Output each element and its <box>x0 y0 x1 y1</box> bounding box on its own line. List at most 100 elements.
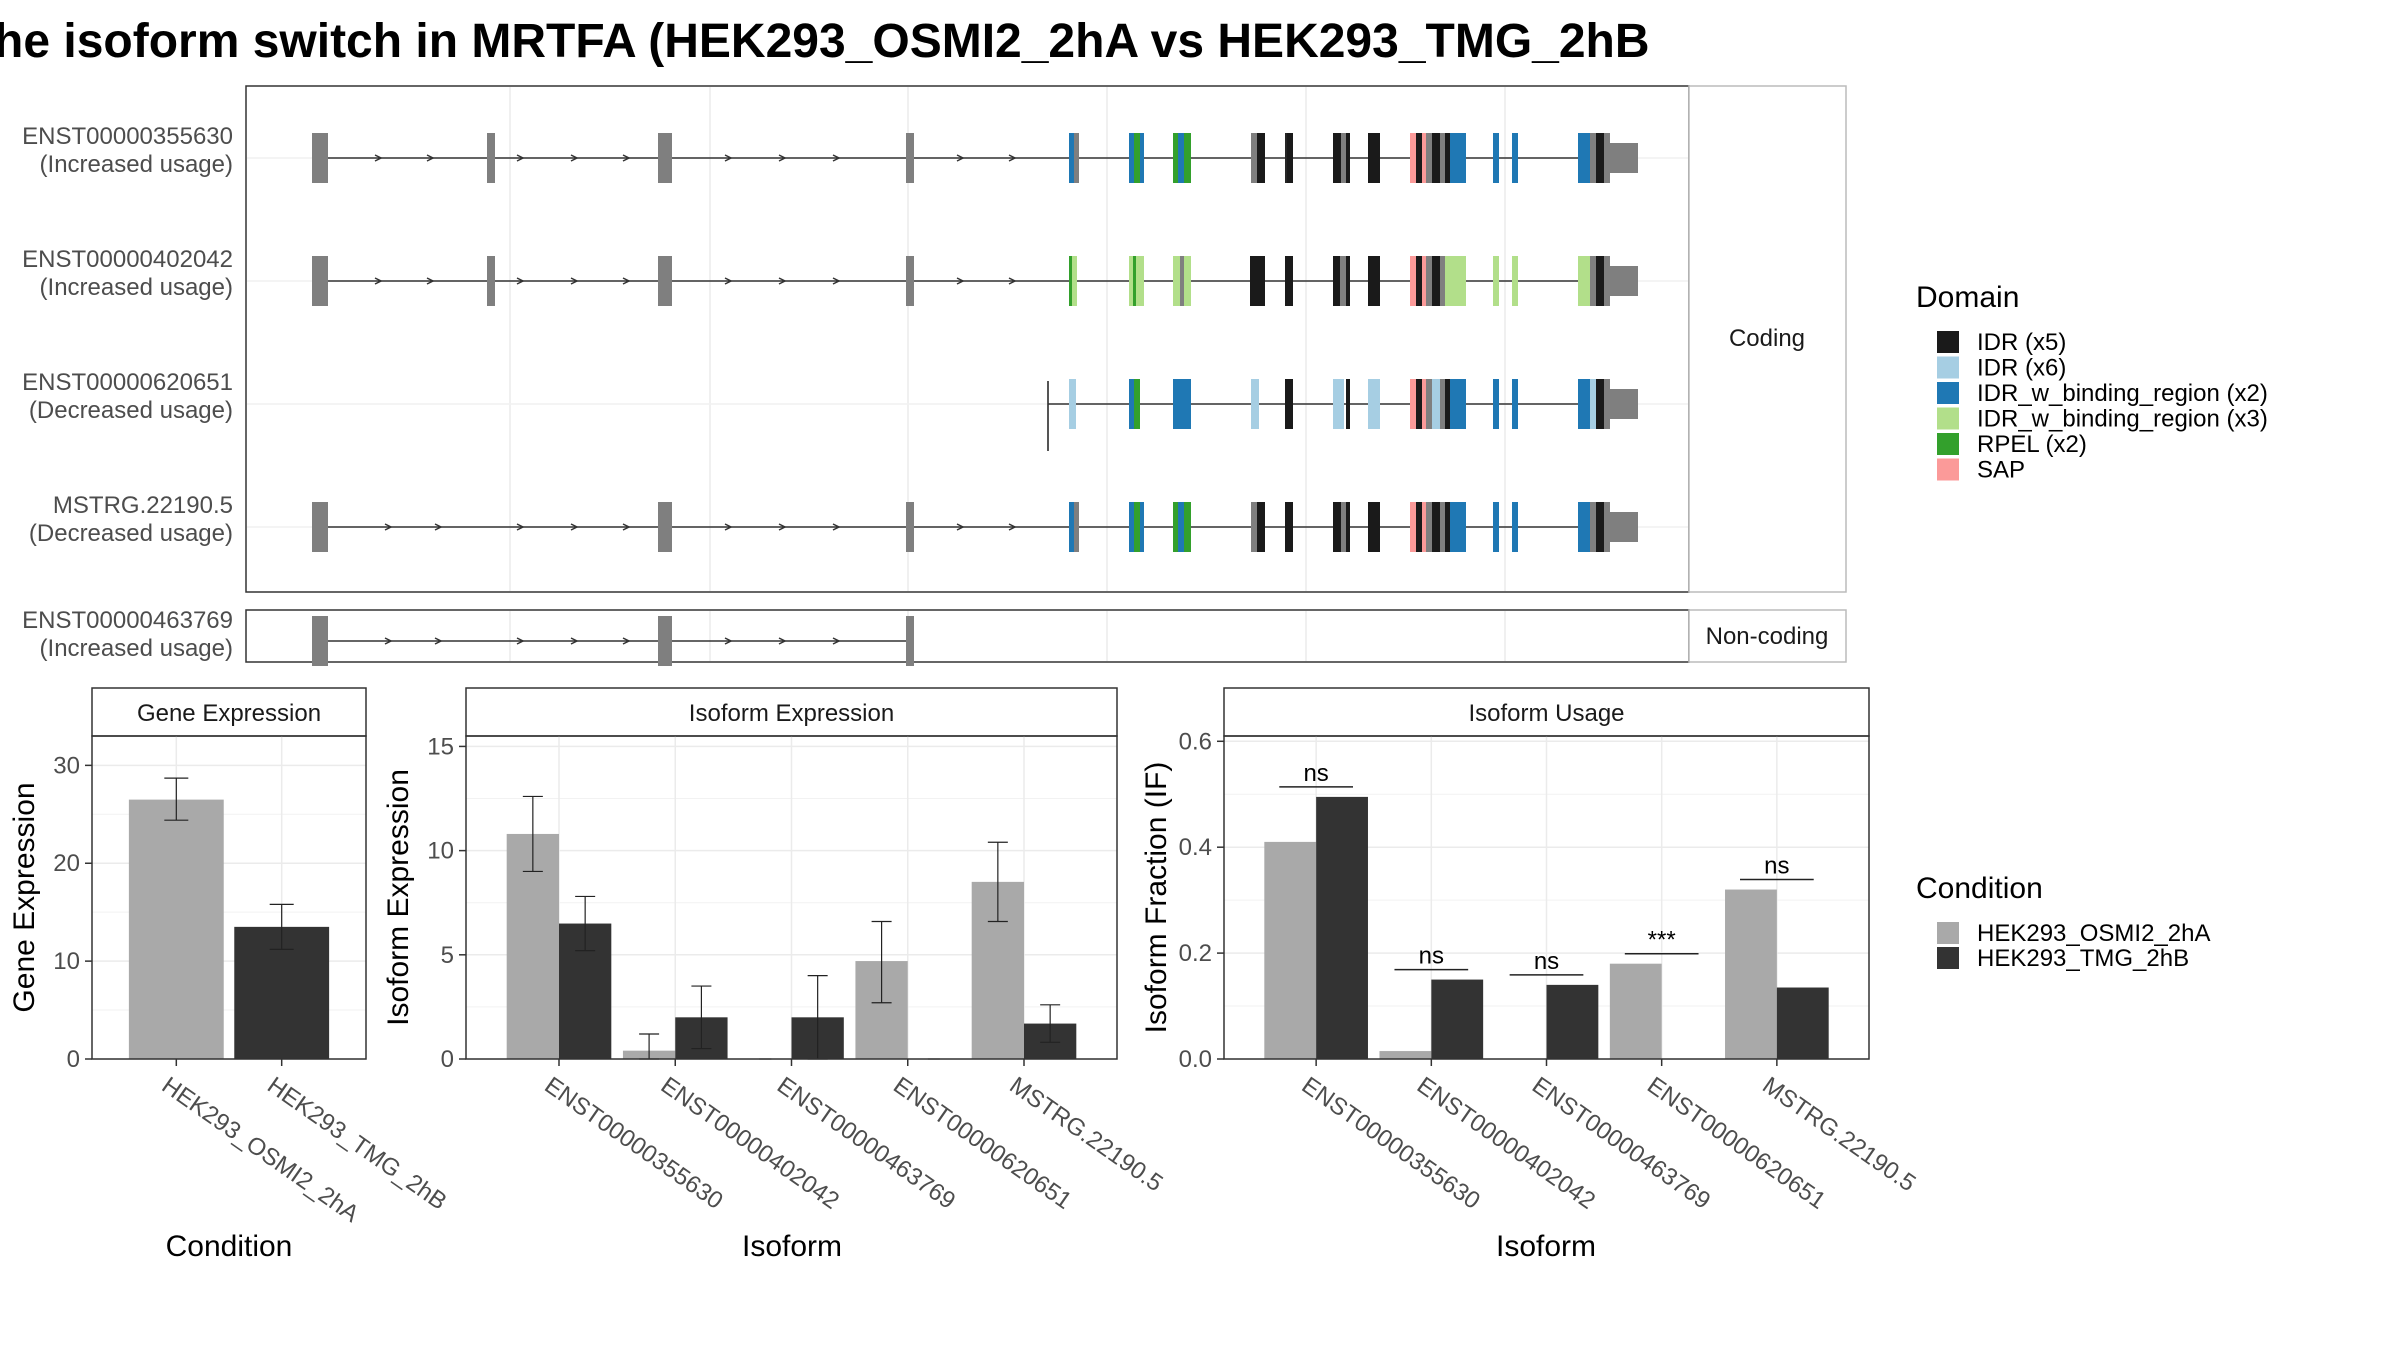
domain-block <box>1129 379 1134 429</box>
strand-arrow <box>516 277 525 285</box>
domain-block <box>1285 256 1293 306</box>
strand-arrow <box>570 154 579 162</box>
facet-strip <box>91 687 367 737</box>
domain-block <box>1173 256 1180 306</box>
exon-utr <box>658 502 672 552</box>
exon-utr <box>487 256 495 306</box>
y-tick-label: 0 <box>67 1046 80 1073</box>
domain-block <box>1134 133 1140 183</box>
domain-block <box>1410 256 1416 306</box>
three-prime-utr <box>1604 266 1638 296</box>
domain-block <box>1346 502 1350 552</box>
domain-block <box>1173 133 1178 183</box>
domain-block <box>1250 256 1264 306</box>
domain-block <box>1450 256 1466 306</box>
strand-arrow <box>832 523 841 531</box>
exon-utr <box>658 616 672 666</box>
domain-block <box>1333 502 1341 552</box>
domain-legend-label: IDR (x6) <box>1977 355 2066 382</box>
domain-legend-label: IDR_w_binding_region (x2) <box>1977 380 2268 407</box>
significance-label: ns <box>1303 760 1328 787</box>
plot-frame <box>91 735 367 1060</box>
domain-block <box>1072 256 1077 306</box>
domain-legend-label: RPEL (x2) <box>1977 431 2087 458</box>
domain-block <box>1134 502 1140 552</box>
domain-block <box>1440 502 1445 552</box>
domain-block <box>1440 133 1445 183</box>
domain-block <box>1422 133 1426 183</box>
strand-arrow <box>832 154 841 162</box>
domain-block <box>1074 502 1079 552</box>
transcript-id-label: ENST00000463769 <box>22 607 233 634</box>
chart-1: Isoform Expression 0 5 10 15 Isoform Expressi… <box>382 687 1168 1263</box>
exon-utr <box>658 256 672 306</box>
domain-block <box>1416 379 1422 429</box>
exon-utr <box>312 502 328 552</box>
domain-block <box>1512 379 1518 429</box>
domain-legend-swatch <box>1937 356 1959 379</box>
domain-block <box>1074 133 1079 183</box>
domain-block <box>1346 256 1350 306</box>
facet-strip <box>465 687 1118 737</box>
y-tick-label: 15 <box>427 733 454 760</box>
domain-block <box>1493 502 1499 552</box>
domain-block <box>1578 379 1590 429</box>
domain-block <box>1596 502 1604 552</box>
domain-block <box>1596 379 1604 429</box>
strand-arrow <box>434 637 443 645</box>
transcript-id-label: MSTRG.22190.5 <box>53 492 233 519</box>
domain-block <box>1410 133 1416 183</box>
strand-arrow <box>434 523 443 531</box>
transcript-models <box>312 133 1638 666</box>
strand-arrow <box>516 523 525 531</box>
domain-block <box>1173 502 1178 552</box>
domain-block <box>1432 256 1440 306</box>
chart-title: Isoform Usage <box>1468 700 1624 727</box>
domain-block <box>1450 133 1466 183</box>
domain-block <box>1285 133 1293 183</box>
strand-arrow <box>426 277 435 285</box>
strand-arrow <box>622 277 631 285</box>
strand-arrow <box>622 523 631 531</box>
y-tick-label: 0.0 <box>1179 1046 1212 1073</box>
domain-block <box>1432 133 1440 183</box>
domain-block <box>1450 379 1466 429</box>
domain-block <box>1069 133 1074 183</box>
coding-strip-label: Coding <box>1729 325 1805 352</box>
strand-arrow <box>516 637 525 645</box>
exon-utr <box>312 133 328 183</box>
domain-block <box>1416 502 1422 552</box>
three-prime-utr <box>1604 143 1638 173</box>
strand-arrow <box>1008 277 1017 285</box>
domain-block <box>1180 256 1184 306</box>
domain-block <box>1341 133 1346 183</box>
y-tick-label: 5 <box>441 942 454 969</box>
domain-block <box>1578 256 1590 306</box>
domain-block <box>1512 133 1518 183</box>
condition-legend-swatch <box>1937 922 1959 944</box>
transcript-id-label: ENST00000355630 <box>22 123 233 150</box>
domain-block <box>1184 133 1191 183</box>
strand-arrow <box>384 637 393 645</box>
domain-legend-label: IDR_w_binding_region (x3) <box>1977 406 2268 433</box>
domain-legend-swatch <box>1937 407 1959 430</box>
strand-arrow <box>956 523 965 531</box>
domain-block <box>1416 133 1422 183</box>
strand-arrow <box>570 523 579 531</box>
strand-arrow <box>1008 154 1017 162</box>
condition-legend-title: Condition <box>1916 872 2043 905</box>
domain-block <box>1512 502 1518 552</box>
exon-utr <box>658 133 672 183</box>
noncoding-strip <box>1688 609 1847 663</box>
domain-block <box>1410 379 1416 429</box>
y-tick-label: 0.4 <box>1179 834 1212 861</box>
transcript-labels: ENST00000355630(Increased usage)ENST0000… <box>22 123 233 662</box>
y-tick-label: 0.2 <box>1179 940 1212 967</box>
transcript-id-label: ENST00000402042 <box>22 246 233 273</box>
strand-arrow <box>724 523 733 531</box>
strand-arrow <box>426 154 435 162</box>
domain-block <box>1422 502 1426 552</box>
domain-block <box>1426 502 1432 552</box>
